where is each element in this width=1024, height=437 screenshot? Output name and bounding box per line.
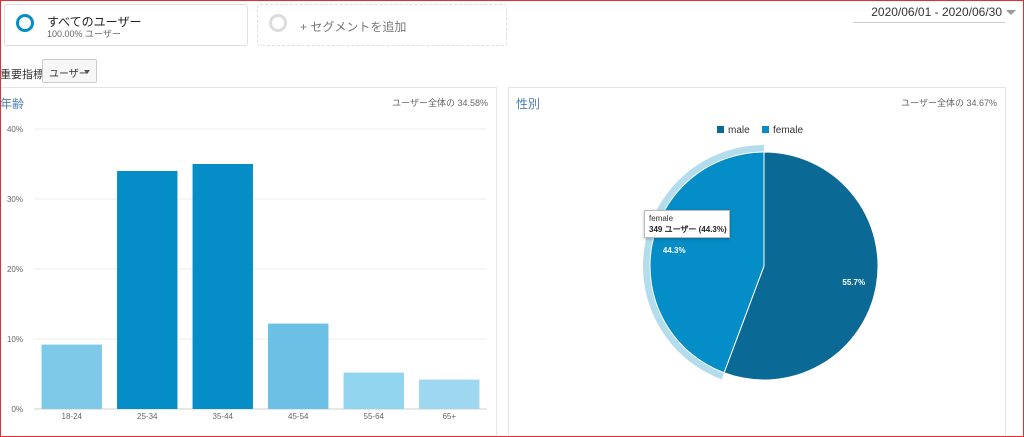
add-segment-circle-icon [269, 14, 287, 32]
age-panel-title: 年齢 [0, 97, 25, 111]
key-metric-label: 重要指標: [0, 69, 48, 81]
gender-pie-chart: 55.7% 44.3% male female [643, 125, 879, 381]
segment-subtitle: 100.00% ユーザー [47, 29, 121, 39]
x-tick-label: 25-34 [137, 412, 158, 421]
chevron-down-icon[interactable] [1006, 10, 1016, 15]
x-tick-label: 35-44 [213, 412, 234, 421]
y-tick-label: 40% [7, 125, 23, 134]
x-tick-label: 18-24 [62, 412, 83, 421]
legend-swatch-female [762, 126, 769, 133]
age-panel: 年齢 ユーザー全体の 34.58% 0% 10% 20% 30% 40% 18-24 25-… [0, 87, 497, 435]
segment-name: すべてのユーザー [47, 15, 142, 29]
x-tick-label: 55-64 [364, 412, 385, 421]
date-range-underline [853, 22, 1005, 23]
x-tick-label: 65+ [442, 412, 456, 421]
segment-all-users[interactable]: すべてのユーザー 100.00% ユーザー [4, 4, 248, 46]
key-metric-value: ユーザー [49, 69, 89, 80]
bar-25-34 [117, 171, 178, 409]
key-metric-select[interactable]: ユーザー [42, 59, 97, 83]
bar-35-44 [192, 164, 253, 409]
segment-circle-icon [16, 14, 34, 32]
age-panel-share: ユーザー全体の 34.58% [392, 98, 488, 108]
y-tick-label: 20% [7, 265, 23, 274]
caret-down-icon [84, 70, 90, 74]
bar-18-24 [41, 344, 102, 409]
add-segment-label: + セグメントを追加 [300, 20, 407, 34]
gender-panel-share: ユーザー全体の 34.67% [901, 98, 997, 108]
y-tick-label: 30% [7, 195, 23, 204]
gender-panel-title: 性別 [516, 97, 541, 111]
add-segment-button[interactable]: + セグメントを追加 [257, 4, 507, 46]
legend-label-male: male [728, 125, 750, 136]
legend-label-female: female [773, 125, 803, 136]
bar-65+ [419, 379, 480, 409]
date-range-picker[interactable]: 2020/06/01 - 2020/06/30 [871, 5, 1002, 19]
y-tick-label: 0% [11, 405, 23, 414]
slice-male [723, 151, 879, 381]
legend-swatch-male [717, 126, 724, 133]
y-tick-label: 10% [7, 335, 23, 344]
tooltip-value: 349 ユーザー (44.3%) [649, 225, 727, 234]
slice-female [649, 151, 765, 374]
x-tick-label: 45-54 [288, 412, 309, 421]
slice-label-male: 55.7% [842, 278, 865, 287]
age-bar-chart: 0% 10% 20% 30% 40% 18-24 25-34 35-44 45-54 55-64 6… [7, 125, 487, 421]
bar-55-64 [343, 372, 404, 409]
slice-label-female: 44.3% [663, 246, 686, 255]
bar-45-54 [268, 323, 329, 409]
chart-tooltip: female 349 ユーザー (44.3%) [644, 210, 730, 238]
tooltip-series: female [649, 214, 674, 223]
gender-panel: 性別 ユーザー全体の 34.67% 55.7% 44.3% male female [508, 87, 1006, 435]
